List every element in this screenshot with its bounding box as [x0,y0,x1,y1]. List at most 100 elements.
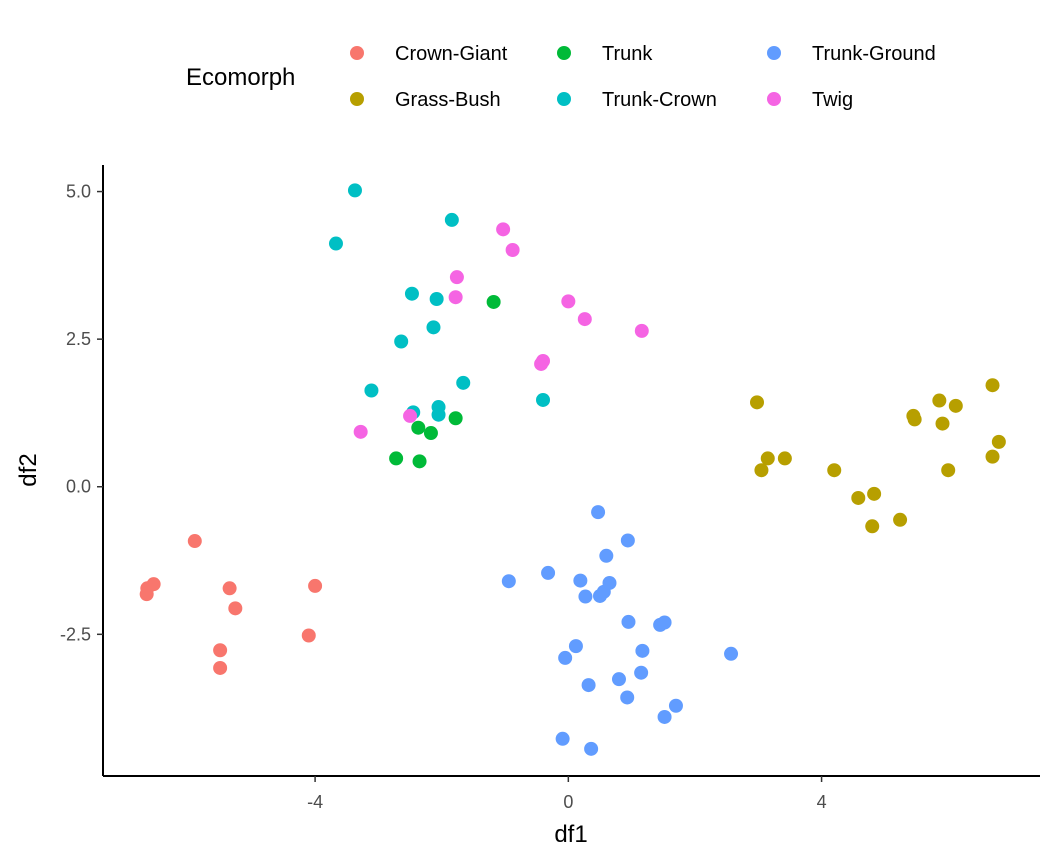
data-point [602,575,617,590]
data-point [411,420,426,435]
series-trunk-ground [501,505,739,756]
legend-label: Grass-Bush [395,89,501,111]
y-tick-label: 2.5 [66,329,91,349]
data-point [827,463,842,478]
series-trunk [389,294,501,469]
legend-label: Trunk [602,43,653,65]
plot-area: -4 0 4 5.0 2.5 0.0 -2.5 [60,165,1040,812]
legend-title: Ecomorph [186,64,295,91]
data-point [426,320,441,335]
legend-key-icon [767,46,781,60]
data-point [536,392,551,407]
legend-key-icon [350,92,364,106]
data-point [620,690,635,705]
legend-key-icon [557,46,571,60]
legend-item: Trunk-Crown [557,89,717,111]
data-point [760,451,775,466]
data-point [228,601,243,616]
data-point [213,643,228,658]
data-point [449,270,464,285]
data-point [573,573,588,588]
x-axis-ticks: -4 0 4 [307,776,827,812]
data-point [403,408,418,423]
data-point [668,698,683,713]
data-point [599,548,614,563]
series-twig [353,222,649,439]
data-point [750,395,765,410]
data-point [634,665,649,680]
data-point [941,463,956,478]
data-point [444,212,459,227]
data-point [456,375,471,390]
data-point [222,581,237,596]
x-axis-title: df1 [554,821,587,848]
series-crown-giant [139,534,323,675]
x-tick-label: -4 [307,792,323,812]
data-point [634,323,649,338]
data-point [851,490,866,505]
data-point [536,353,551,368]
data-point [139,587,154,602]
series-grass-bush [750,378,1006,534]
data-point [505,243,520,258]
data-point [635,643,650,658]
data-point [431,407,446,422]
legend-key-icon [767,92,781,106]
data-point [657,615,672,630]
data-point [611,672,626,687]
data-point [754,463,769,478]
data-point [486,294,501,309]
data-point [620,533,635,548]
data-point [429,292,444,307]
legend-label: Trunk-Crown [602,89,717,111]
y-tick-label: 5.0 [66,182,91,202]
data-point [865,519,880,534]
data-point [985,378,1000,393]
data-point [328,236,343,251]
data-point [301,628,316,643]
y-axis-ticks: 5.0 2.5 0.0 -2.5 [60,182,103,644]
data-point [991,434,1006,449]
data-point [581,678,596,693]
data-point [558,650,573,665]
data-point [561,294,576,309]
data-point [867,486,882,501]
data-point [555,731,570,746]
data-point [907,412,922,427]
data-point [541,565,556,580]
data-point [584,741,599,756]
data-point [501,574,516,589]
y-tick-label: -2.5 [60,624,91,644]
data-point [985,449,1000,464]
data-point [448,411,463,426]
data-point [893,512,908,527]
legend-item: Twig [767,89,853,111]
data-points [139,183,1006,756]
legend-item: Trunk-Ground [767,43,936,65]
data-point [389,451,404,466]
data-point [948,398,963,413]
data-point [621,614,636,629]
data-point [577,312,592,327]
legend-item: Crown-Giant [350,43,508,65]
x-tick-label: 4 [817,792,827,812]
y-axis-title: df2 [15,453,42,486]
legend: Ecomorph Crown-Giant Grass-Bush Trunk Trunk… [186,43,936,111]
data-point [423,426,438,441]
data-point [347,183,362,198]
data-point [578,589,593,604]
data-point [657,709,672,724]
data-point [364,383,379,398]
legend-label: Twig [812,89,853,111]
data-point [404,286,419,301]
data-point [591,505,606,520]
x-tick-label: 0 [563,792,573,812]
legend-key-icon [350,46,364,60]
legend-label: Trunk-Ground [812,43,936,65]
legend-items: Crown-Giant Grass-Bush Trunk Trunk-Crown Tru… [350,43,936,111]
data-point [394,334,409,349]
data-point [308,578,323,593]
legend-item: Grass-Bush [350,89,501,111]
